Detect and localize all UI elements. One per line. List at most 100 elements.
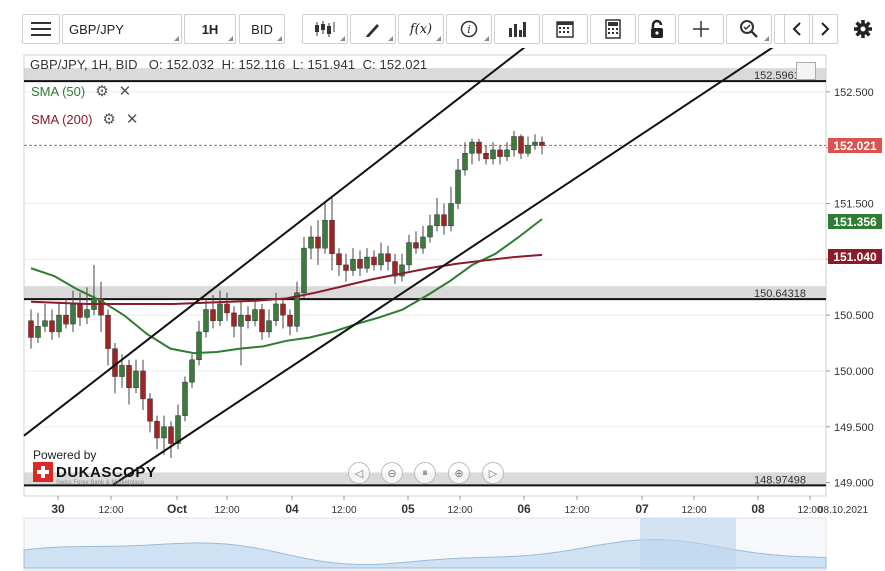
ohlc-info: GBP/JPY, 1H, BID O: 152.032 H: 152.116 L… <box>30 57 428 72</box>
candle <box>196 331 202 361</box>
volume-button[interactable] <box>494 14 540 44</box>
candle <box>532 141 538 146</box>
nav-back-icon[interactable]: ◁ <box>348 462 370 484</box>
nav-forward-icon[interactable]: ▷ <box>482 462 504 484</box>
dukascopy-logo: DUKASCOPY Swiss Forex Bank & Marketplace <box>33 462 156 486</box>
side-label: BID <box>251 21 273 37</box>
x-tick-label: 07 <box>635 502 649 516</box>
candle <box>63 314 69 325</box>
channel-trend-line[interactable] <box>112 48 781 486</box>
arrow-right-icon <box>821 22 830 36</box>
draw-button[interactable] <box>350 14 396 44</box>
candle <box>133 370 139 388</box>
calendar-icon <box>556 21 574 38</box>
nav-reset-icon[interactable]: ⏸ <box>414 462 436 484</box>
candle <box>504 149 510 157</box>
zoom-button[interactable] <box>726 14 772 44</box>
candle <box>406 242 412 266</box>
candle <box>392 261 398 277</box>
info-low-label: L <box>292 57 301 72</box>
chart-area[interactable]: 152.500152.000151.500151.000150.500150.0… <box>0 48 885 571</box>
info-icon: i <box>460 20 478 38</box>
candle <box>252 309 258 321</box>
hamburger-menu-icon <box>31 22 51 36</box>
x-tick-label: 12:00 <box>214 505 239 516</box>
scroll-left-button[interactable] <box>784 14 810 44</box>
candle <box>511 136 517 151</box>
candle <box>70 303 76 325</box>
candle <box>266 320 272 333</box>
crosshair-button[interactable] <box>678 14 724 44</box>
function-icon: f(x) <box>409 21 433 37</box>
legend-sma200: SMA (200) ⚙ ✕ <box>31 110 138 128</box>
menu-button[interactable] <box>22 14 60 44</box>
instrument-select[interactable]: GBP/JPY <box>62 14 182 44</box>
side-select[interactable]: BID <box>239 14 285 44</box>
candle <box>294 292 300 327</box>
arrow-left-icon <box>792 22 801 36</box>
candle <box>357 259 363 269</box>
x-tick-label: 04 <box>285 502 299 516</box>
candle <box>518 136 524 154</box>
candle <box>84 309 90 318</box>
candle <box>147 398 153 422</box>
candle <box>399 264 405 277</box>
sma50-settings-gear-icon[interactable]: ⚙ <box>95 83 109 100</box>
toolbar: GBP/JPY 1H BID f(x) i <box>18 12 880 48</box>
calendar-button[interactable] <box>542 14 588 44</box>
sma50-remove-close-icon[interactable]: ✕ <box>118 83 132 100</box>
candle <box>364 256 370 269</box>
legend-sma50: SMA (50) ⚙ ✕ <box>31 82 131 100</box>
sma50-line <box>30 218 543 355</box>
candle <box>273 303 279 321</box>
candle <box>308 236 314 249</box>
y-tick-label: 151.500 <box>834 198 874 210</box>
navigator-window[interactable] <box>640 518 736 570</box>
x-tick-label: 05 <box>401 502 415 516</box>
candle <box>385 253 391 262</box>
candle <box>182 381 188 416</box>
settings-button[interactable] <box>848 14 878 44</box>
price-chart[interactable]: 152.500152.000151.500151.000150.500150.0… <box>0 48 885 571</box>
candle <box>77 303 83 318</box>
candle <box>203 309 209 333</box>
chart-type-button[interactable] <box>302 14 348 44</box>
candle <box>105 314 111 349</box>
zoom-out-icon[interactable]: ⊖ <box>381 462 403 484</box>
function-button[interactable]: f(x) <box>398 14 444 44</box>
candle <box>525 145 531 154</box>
candle <box>371 256 377 266</box>
candle <box>217 303 223 321</box>
candle <box>539 141 545 146</box>
zoom-in-icon[interactable]: ⊕ <box>448 462 470 484</box>
y-tick-label: 150.500 <box>834 310 874 322</box>
x-tick-label: 12:00 <box>447 505 472 516</box>
instrument-label: GBP/JPY <box>69 21 124 37</box>
candle <box>126 365 132 388</box>
period-select[interactable]: 1H <box>184 14 236 44</box>
maximize-icon[interactable] <box>796 62 816 80</box>
candle <box>280 303 286 316</box>
candle <box>154 420 160 439</box>
info-period: 1H <box>91 57 109 72</box>
candle <box>413 242 419 249</box>
candle <box>42 320 48 327</box>
candle <box>441 214 447 227</box>
lock-button[interactable] <box>638 14 676 44</box>
info-close-label: C <box>362 57 373 72</box>
sma200-settings-gear-icon[interactable]: ⚙ <box>102 111 116 128</box>
scroll-right-button[interactable] <box>812 14 838 44</box>
candle <box>336 253 342 266</box>
y-tick-label: 152.500 <box>834 87 874 99</box>
channel-trend-line[interactable] <box>23 48 626 437</box>
calculator-button[interactable] <box>590 14 636 44</box>
info-low: 151.941 <box>307 57 356 72</box>
level-label: 148.97498 <box>754 474 806 486</box>
candle <box>28 320 34 338</box>
info-button[interactable]: i <box>446 14 492 44</box>
sma200-remove-close-icon[interactable]: ✕ <box>125 111 139 128</box>
info-high-label: H <box>221 57 232 72</box>
candle <box>210 309 216 321</box>
sma200-line <box>30 253 543 305</box>
candle <box>483 152 489 160</box>
